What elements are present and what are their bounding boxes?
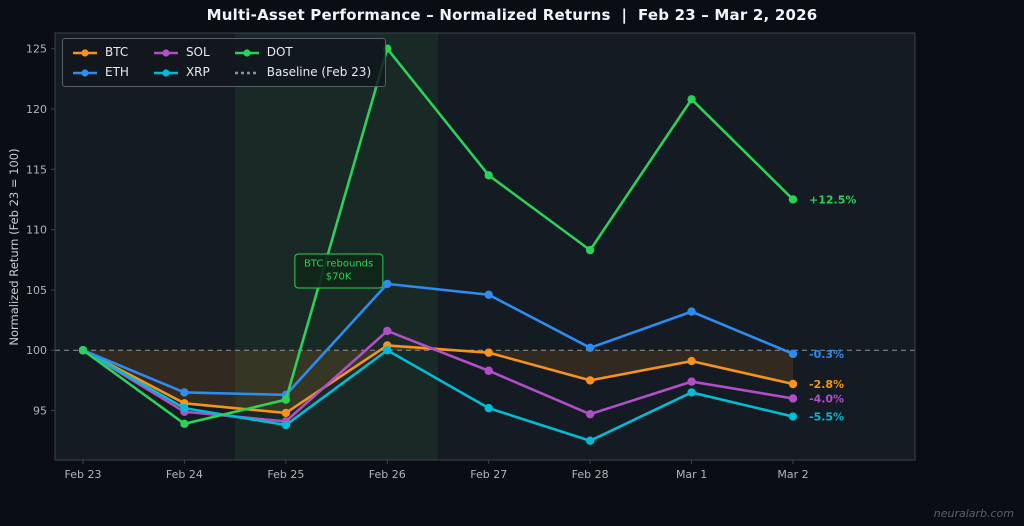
end-label-xrp: -5.5% [809, 411, 844, 424]
end-label-btc: -2.8% [809, 378, 844, 391]
legend-label: SOL [185, 45, 210, 59]
legend-marker-icon [153, 48, 178, 57]
data-point-eth [788, 349, 798, 359]
data-point-dot [281, 395, 291, 404]
y-tick-label: 120 [26, 103, 47, 116]
annotation-line: $70K [325, 271, 352, 283]
data-point-dot [484, 171, 493, 180]
data-point-eth [383, 279, 392, 289]
y-tick-label: 115 [26, 163, 47, 176]
data-point-btc [788, 379, 798, 389]
data-point-xrp [687, 388, 696, 397]
legend-marker-icon [234, 71, 259, 74]
data-point-xrp [180, 403, 189, 413]
y-tick-label: 110 [26, 224, 47, 237]
data-point-eth [484, 290, 493, 299]
data-point-btc [687, 356, 696, 366]
data-point-btc [585, 376, 595, 385]
legend-item-baseline-feb-23-: Baseline (Feb 23) [234, 64, 371, 81]
btc-baseline-fill [83, 345, 793, 413]
legend-label: Baseline (Feb 23) [266, 65, 372, 79]
x-tick-label: Feb 28 [572, 468, 609, 481]
data-point-btc [484, 348, 493, 357]
data-point-eth [585, 343, 595, 353]
y-tick-label: 125 [26, 43, 47, 56]
legend-label: ETH [105, 65, 129, 79]
legend-marker-icon [234, 48, 259, 57]
data-point-xrp [484, 403, 493, 413]
x-tick-label: Feb 23 [65, 468, 102, 481]
data-point-xrp [788, 412, 798, 421]
data-point-xrp [585, 436, 595, 445]
data-point-sol [788, 394, 798, 403]
data-point-sol [383, 326, 392, 336]
data-point-sol [687, 377, 696, 386]
x-tick-label: Feb 27 [470, 468, 507, 481]
annotation-btc-rebounds: BTC rebounds $70K [293, 253, 384, 289]
data-point-dot [180, 419, 189, 429]
series-line-dot [81, 47, 795, 426]
data-point-btc [281, 408, 291, 418]
legend-item-xrp: XRP [153, 64, 210, 81]
chart-title: Multi-Asset Performance – Normalized Ret… [206, 6, 818, 24]
panel-background [55, 33, 915, 460]
x-tick-label: Feb 25 [267, 468, 304, 481]
series-line-eth [81, 282, 795, 397]
legend-label: BTC [105, 45, 129, 59]
x-tick-label: Mar 1 [676, 468, 707, 481]
data-point-dot [788, 195, 798, 204]
data-point-sol [484, 366, 493, 375]
end-label-eth: -0.3% [809, 348, 844, 361]
data-point-eth [687, 307, 696, 316]
data-point-eth [180, 388, 189, 397]
legend-marker-icon [153, 68, 178, 77]
annotation-line: BTC rebounds [303, 258, 374, 270]
x-tick-label: Feb 26 [369, 468, 406, 481]
watermark: neuralarb.com [933, 507, 1014, 520]
legend-marker-icon [73, 48, 97, 57]
legend-label: DOT [266, 45, 293, 59]
legend-item-btc: BTC [72, 44, 129, 61]
legend-label: XRP [185, 65, 210, 79]
data-point-dot [78, 346, 88, 355]
data-point-xrp [281, 420, 291, 430]
y-tick-label: 100 [26, 344, 47, 357]
panel-border [54, 32, 916, 461]
x-tick-label: Mar 2 [777, 468, 808, 481]
data-point-dot [687, 95, 696, 104]
data-point-xrp [383, 346, 392, 355]
x-tick-label: Feb 24 [166, 468, 203, 481]
legend: BTC ETH SOL XRP DOT Baseline (Feb 23) [62, 38, 387, 87]
series-line-btc [81, 344, 795, 415]
series-line-xrp [81, 348, 795, 443]
legend-item-eth: ETH [72, 64, 129, 81]
y-tick-label: 105 [26, 284, 47, 297]
end-label-dot: +12.5% [809, 193, 856, 206]
end-label-sol: -4.0% [809, 392, 844, 405]
data-point-dot [585, 245, 595, 255]
legend-item-dot: DOT [234, 44, 371, 61]
series-line-sol [81, 329, 795, 423]
data-point-sol [585, 409, 595, 419]
legend-marker-icon [73, 68, 97, 77]
y-tick-label: 95 [33, 405, 47, 418]
legend-item-sol: SOL [153, 44, 210, 61]
